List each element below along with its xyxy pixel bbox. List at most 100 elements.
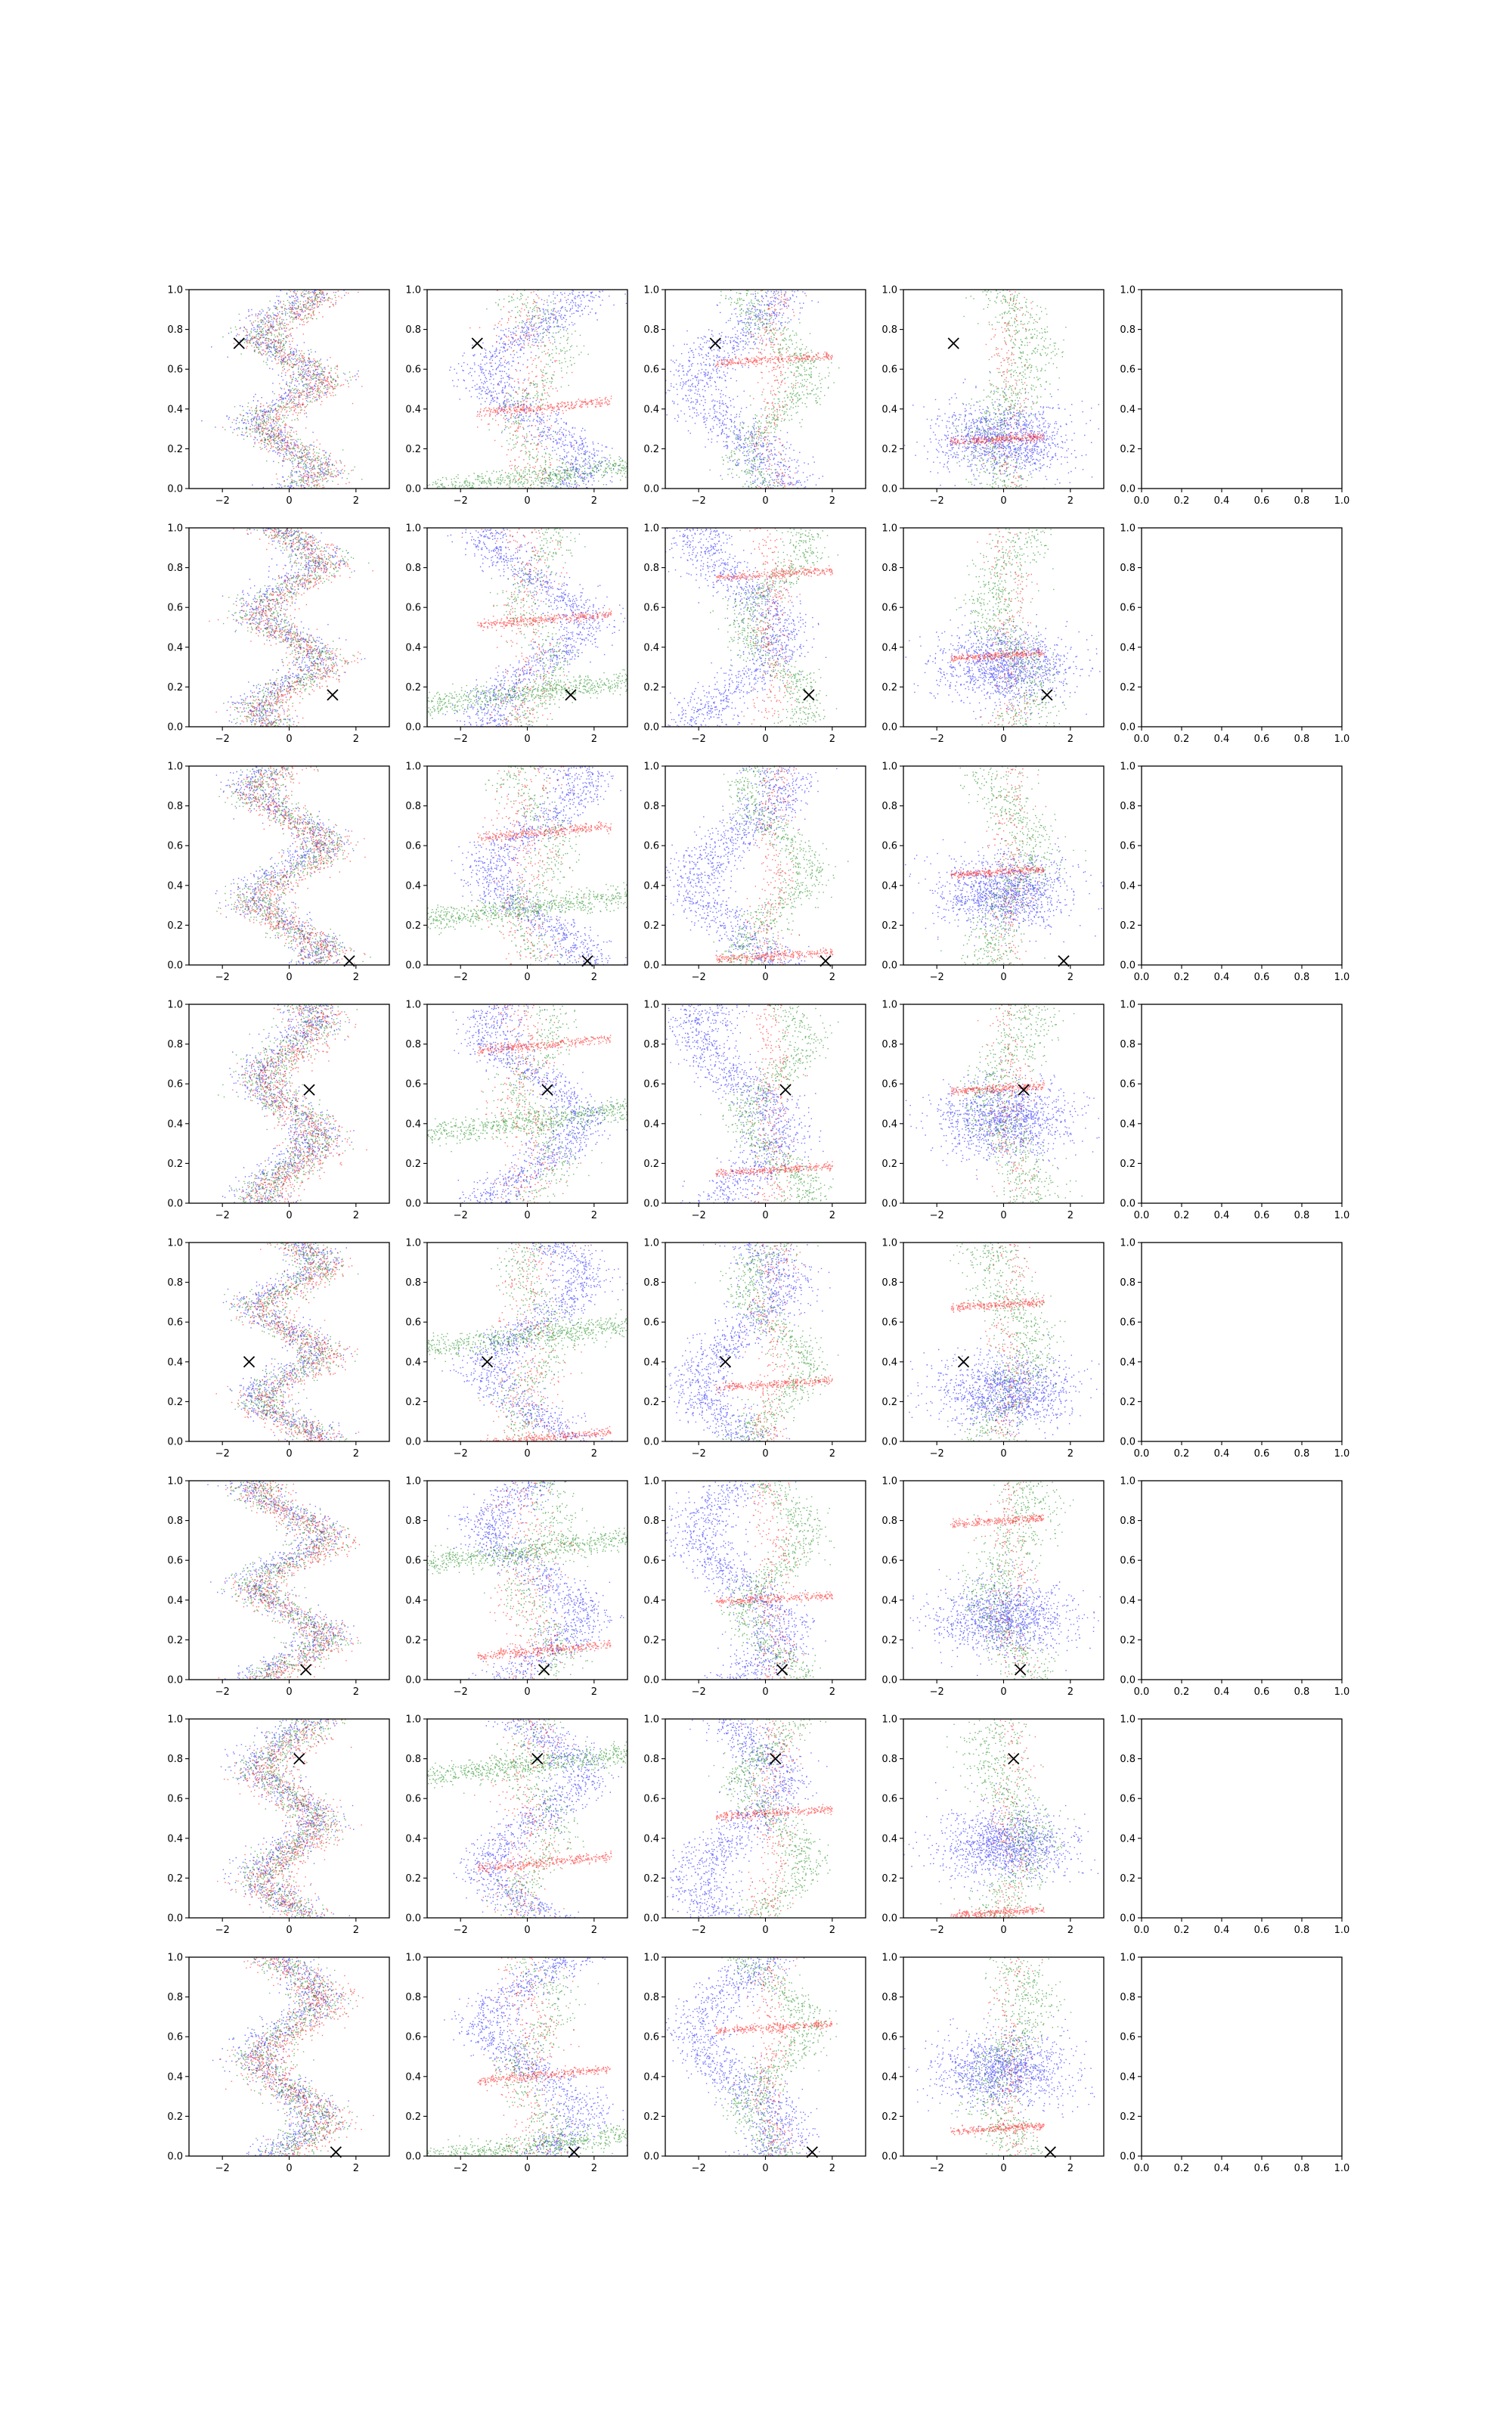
- x-tick-label: −2: [215, 495, 230, 507]
- y-tick-label: 0.6: [1120, 2032, 1136, 2043]
- series-blue: [212, 1958, 350, 2157]
- y-tick-label: 0.4: [1120, 1595, 1136, 1606]
- x-tick-label: 0.6: [1254, 1686, 1270, 1698]
- y-tick-label: 1.0: [643, 1714, 659, 1726]
- marker-point: [539, 1665, 550, 1675]
- x-tick-label: 2: [829, 734, 835, 745]
- series-green: [427, 528, 628, 728]
- y-tick-label: 0.6: [1120, 841, 1136, 852]
- axes-r4-c1: 0.00.20.40.60.81.0−2 0 2: [167, 1000, 389, 1222]
- x-tick-label: 2: [591, 972, 597, 983]
- axes-r3-c3: 0.00.20.40.60.81.0−2 0 2: [643, 762, 866, 984]
- y-tick-label: 0.2: [881, 1397, 897, 1408]
- marker-point: [294, 1754, 305, 1764]
- marker-point: [472, 338, 482, 349]
- y-tick-label: 0.4: [881, 1833, 897, 1844]
- series-red: [716, 528, 833, 726]
- y-tick-label: 1.0: [643, 285, 659, 296]
- x-tick-label: 0.0: [1134, 495, 1150, 507]
- x-tick-label: −2: [930, 1686, 944, 1698]
- scatter-points: [897, 1004, 1099, 1204]
- axes-frame: [1142, 1481, 1342, 1680]
- y-tick-label: 0.4: [881, 1118, 897, 1130]
- x-tick-label: −2: [930, 1448, 944, 1460]
- axes-r5-c2: 0.00.20.40.60.81.0−2 0 2: [405, 1238, 628, 1460]
- x-tick-label: −2: [454, 2163, 468, 2174]
- y-tick-label: 0.0: [1120, 1675, 1136, 1686]
- y-tick-label: 0.2: [405, 682, 421, 693]
- y-tick-label: 0.8: [1120, 1516, 1136, 1527]
- y-tick-label: 0.8: [1120, 1039, 1136, 1050]
- y-tick-label: 0.2: [405, 444, 421, 455]
- marker-point: [780, 1084, 791, 1095]
- x-tick-label: 0.8: [1294, 1210, 1310, 1221]
- y-tick-label: 0.2: [167, 682, 183, 693]
- x-tick-label: 0: [1000, 1686, 1006, 1698]
- y-tick-label: 0.4: [1120, 1833, 1136, 1844]
- x-tick-label: 2: [829, 1925, 835, 1936]
- axes-r1-c4: 0.00.20.40.60.81.0−2 0 2: [881, 285, 1114, 507]
- y-tick-label: 1.0: [643, 762, 659, 773]
- marker-point: [482, 1357, 493, 1367]
- axes-frame: [189, 766, 389, 965]
- series-blue: [223, 1243, 357, 1442]
- x-tick-label: 2: [1067, 1210, 1074, 1221]
- x-tick-label: 2: [829, 972, 835, 983]
- y-tick-label: 0.6: [167, 1794, 183, 1805]
- y-tick-label: 0.4: [643, 1357, 659, 1368]
- y-tick-label: 0.4: [881, 404, 897, 415]
- x-tick-label: 0.4: [1214, 495, 1230, 507]
- series-green: [947, 1243, 1065, 1442]
- y-tick-label: 0.0: [881, 722, 897, 734]
- axes-r2-c2: 0.00.20.40.60.81.0−2 0 2: [405, 523, 628, 746]
- x-tick-label: 0: [524, 1686, 530, 1698]
- y-tick-label: 0.4: [167, 404, 183, 415]
- y-tick-label: 0.2: [1120, 1397, 1136, 1408]
- series-green: [715, 1957, 837, 2157]
- x-tick-label: 0.0: [1134, 1448, 1150, 1460]
- x-tick-label: 0: [1000, 1925, 1006, 1936]
- x-tick-label: 0.8: [1294, 2163, 1310, 2174]
- x-tick-label: −2: [454, 495, 468, 507]
- y-tick-label: 0.8: [881, 1039, 897, 1050]
- marker-point: [770, 1754, 781, 1764]
- series-green: [222, 290, 362, 489]
- x-tick-label: 0: [524, 1925, 530, 1936]
- axes-frame: [903, 1719, 1104, 1918]
- y-tick-label: 0.8: [881, 563, 897, 574]
- y-tick-label: 0.2: [881, 444, 897, 455]
- series-blue: [453, 1004, 627, 1204]
- y-tick-label: 0.4: [405, 2071, 421, 2083]
- y-tick-label: 0.6: [405, 1556, 421, 1567]
- x-tick-label: 0: [286, 1448, 292, 1460]
- scatter-points: [428, 1481, 629, 1680]
- axes-frame: [1142, 1243, 1342, 1441]
- x-tick-label: 0: [286, 972, 292, 983]
- y-tick-label: 0.6: [643, 1317, 659, 1329]
- x-tick-label: 0.8: [1294, 734, 1310, 745]
- y-tick-label: 0.4: [405, 880, 421, 892]
- scatter-points: [427, 1004, 628, 1204]
- y-tick-label: 0.4: [167, 880, 183, 892]
- marker-point: [244, 1357, 255, 1367]
- y-tick-label: 0.2: [405, 1159, 421, 1170]
- y-tick-label: 0.8: [1120, 1277, 1136, 1289]
- y-tick-label: 0.0: [643, 722, 659, 734]
- y-tick-label: 0.2: [643, 2111, 659, 2123]
- y-tick-label: 0.4: [167, 1118, 183, 1130]
- x-tick-label: 0: [286, 1686, 292, 1698]
- y-tick-label: 0.0: [167, 2152, 183, 2163]
- x-tick-label: 2: [353, 972, 359, 983]
- y-tick-label: 0.6: [1120, 1556, 1136, 1567]
- x-tick-label: 0: [762, 972, 768, 983]
- series-green: [955, 528, 1070, 728]
- y-tick-label: 0.0: [643, 2152, 659, 2163]
- x-tick-label: 0: [524, 972, 530, 983]
- scatter-points: [427, 290, 628, 507]
- series-green: [953, 290, 1067, 489]
- x-tick-label: 2: [591, 1210, 597, 1221]
- y-tick-label: 0.4: [1120, 1118, 1136, 1130]
- y-tick-label: 0.0: [405, 484, 421, 495]
- y-tick-label: 0.8: [643, 1754, 659, 1765]
